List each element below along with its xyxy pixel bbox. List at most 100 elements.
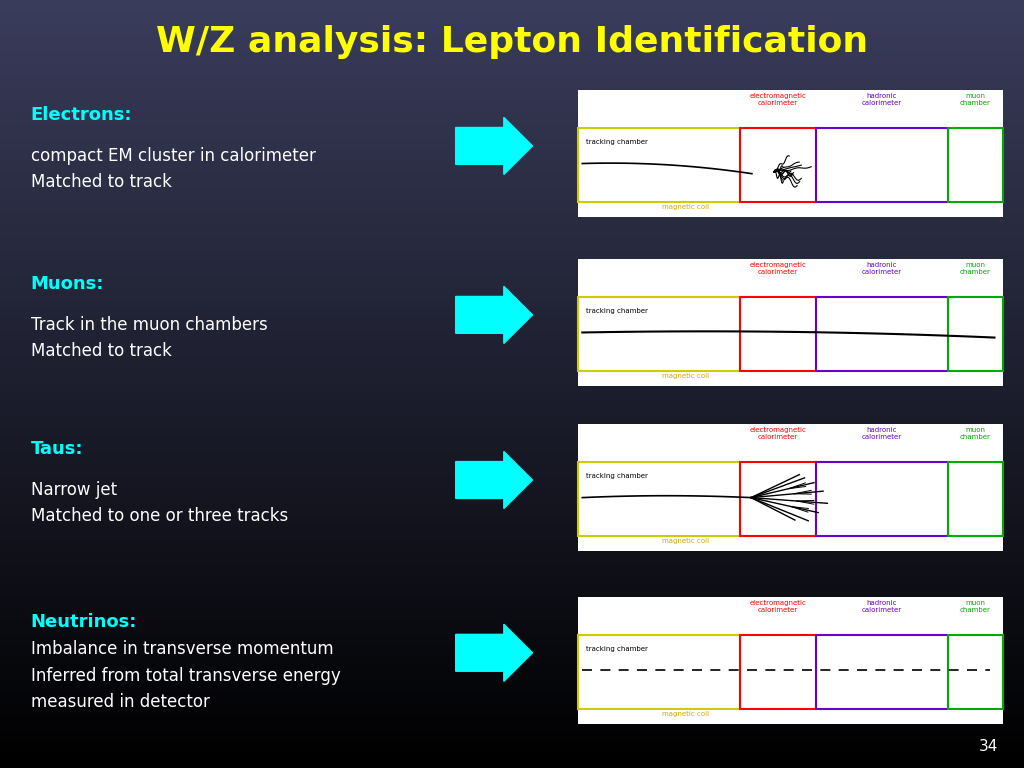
Bar	[0, 499, 1024, 503]
Bar	[0, 722, 1024, 726]
Bar	[0, 599, 1024, 603]
Bar	[0, 77, 1024, 81]
Bar	[0, 207, 1024, 211]
Bar	[578, 128, 739, 202]
Bar	[0, 749, 1024, 753]
Bar	[0, 138, 1024, 142]
Bar	[578, 635, 739, 709]
Bar	[0, 142, 1024, 146]
Bar	[0, 637, 1024, 641]
Bar	[0, 154, 1024, 157]
Text: Electrons:: Electrons:	[31, 106, 132, 124]
Text: 34: 34	[979, 739, 998, 754]
Bar	[0, 511, 1024, 515]
Bar	[0, 127, 1024, 131]
Bar	[578, 91, 1004, 217]
Bar	[0, 204, 1024, 207]
Bar	[0, 388, 1024, 392]
Bar	[0, 23, 1024, 27]
Bar	[0, 392, 1024, 396]
Text: Neutrinos:: Neutrinos:	[31, 613, 137, 631]
Bar	[0, 230, 1024, 234]
Bar	[0, 676, 1024, 680]
Bar	[0, 453, 1024, 457]
Bar	[0, 223, 1024, 227]
Bar	[0, 545, 1024, 549]
Bar	[0, 65, 1024, 69]
Bar	[0, 31, 1024, 35]
Bar	[0, 764, 1024, 768]
Bar	[0, 419, 1024, 422]
Bar	[0, 726, 1024, 730]
Bar	[0, 246, 1024, 250]
Text: muon
chamber: muon chamber	[959, 427, 991, 440]
Bar	[0, 699, 1024, 703]
Bar	[578, 260, 1004, 386]
Bar	[0, 115, 1024, 119]
Bar	[0, 526, 1024, 530]
Bar	[0, 273, 1024, 276]
Bar	[0, 276, 1024, 280]
Bar	[0, 561, 1024, 564]
Bar	[0, 534, 1024, 538]
Bar	[0, 580, 1024, 584]
Text: muon
chamber: muon chamber	[959, 600, 991, 613]
Text: hadronic
calorimeter: hadronic calorimeter	[862, 427, 902, 440]
Text: Narrow jet
Matched to one or three tracks: Narrow jet Matched to one or three track…	[31, 481, 288, 525]
Bar	[0, 618, 1024, 622]
Bar	[816, 635, 948, 709]
Bar	[0, 588, 1024, 591]
Bar	[948, 128, 1002, 202]
Bar	[0, 657, 1024, 660]
Bar	[0, 622, 1024, 626]
Text: muon
chamber: muon chamber	[959, 93, 991, 106]
Bar	[0, 691, 1024, 695]
Bar	[0, 484, 1024, 488]
Bar	[0, 584, 1024, 588]
Bar	[739, 297, 816, 371]
Bar	[0, 100, 1024, 104]
FancyArrow shape	[456, 624, 532, 681]
Bar	[948, 462, 1002, 536]
Bar	[0, 660, 1024, 664]
Bar	[0, 319, 1024, 323]
Bar	[0, 146, 1024, 150]
Bar	[0, 104, 1024, 108]
Bar	[0, 88, 1024, 92]
Text: Imbalance in transverse momentum
Inferred from total transverse energy
measured : Imbalance in transverse momentum Inferre…	[31, 641, 340, 711]
Bar	[0, 737, 1024, 741]
Text: magnetic coil: magnetic coil	[662, 204, 709, 210]
Bar	[0, 346, 1024, 349]
Bar	[0, 756, 1024, 760]
Bar	[0, 465, 1024, 468]
Bar	[816, 297, 948, 371]
Bar	[0, 84, 1024, 88]
Bar	[0, 365, 1024, 369]
Bar	[0, 307, 1024, 311]
Bar	[0, 687, 1024, 691]
FancyArrow shape	[456, 286, 532, 343]
Bar	[0, 480, 1024, 484]
Bar	[0, 607, 1024, 611]
Text: tracking chamber: tracking chamber	[586, 308, 648, 314]
Bar	[0, 614, 1024, 618]
Bar	[0, 664, 1024, 668]
Bar	[0, 234, 1024, 238]
Bar	[0, 342, 1024, 346]
Bar	[0, 653, 1024, 657]
Bar	[0, 745, 1024, 749]
Bar	[578, 462, 739, 536]
Bar	[0, 522, 1024, 526]
Bar	[0, 591, 1024, 595]
Bar	[0, 564, 1024, 568]
Text: Muons:: Muons:	[31, 275, 104, 293]
Bar	[0, 315, 1024, 319]
Bar	[0, 265, 1024, 269]
Text: Taus:: Taus:	[31, 440, 83, 458]
Bar	[0, 426, 1024, 430]
Bar	[0, 380, 1024, 384]
Bar	[0, 515, 1024, 518]
Bar	[0, 219, 1024, 223]
Bar	[0, 196, 1024, 200]
Bar	[0, 169, 1024, 173]
